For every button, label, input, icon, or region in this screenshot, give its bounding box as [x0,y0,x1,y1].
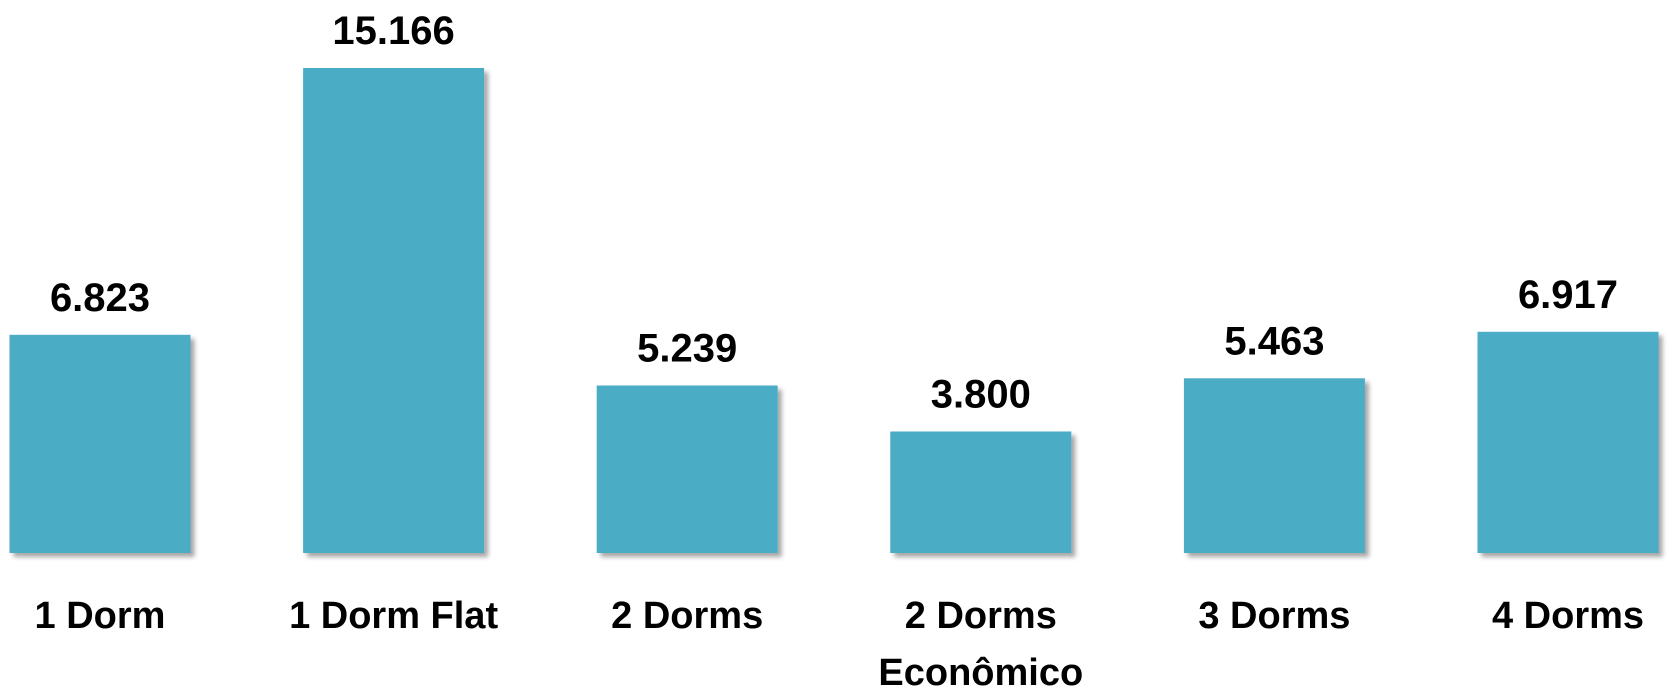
bar-1 [9,334,191,553]
data-label-2: 15.166 [332,9,454,53]
data-label-5: 5.463 [1224,319,1324,363]
category-label-6: 4 Dorms [1492,595,1644,637]
category-label-line: 4 Dorms [1492,595,1644,637]
category-labels-group: 1 Dorm 1 Dorm Flat 2 Dorms 2 Dorms Econômico… [35,595,1644,691]
data-label-6: 6.917 [1518,273,1618,317]
bar-6 [1477,331,1659,553]
bar-4 [890,431,1072,553]
category-label-line: 2 Dorms [905,595,1057,637]
value-labels-group: 6.823 15.166 5.239 3.800 5.463 6.917 [50,9,1618,417]
bar-3 [596,385,778,553]
category-label-line: Econômico [878,652,1083,691]
category-label-line: 1 Dorm [35,595,166,637]
category-label-3: 2 Dorms [611,595,763,637]
bar-5 [1183,378,1365,553]
bar-2 [303,68,485,553]
category-label-line: 2 Dorms [611,595,763,637]
category-label-line: 1 Dorm Flat [289,595,498,637]
data-label-1: 6.823 [50,276,150,320]
category-label-line: 3 Dorms [1198,595,1350,637]
data-label-4: 3.800 [931,373,1031,417]
category-label-2: 1 Dorm Flat [289,595,498,637]
category-label-1: 1 Dorm [35,595,166,637]
bars-group [9,68,1659,553]
category-label-4: 2 Dorms Econômico [878,595,1083,691]
data-label-3: 5.239 [637,327,737,371]
category-label-5: 3 Dorms [1198,595,1350,637]
